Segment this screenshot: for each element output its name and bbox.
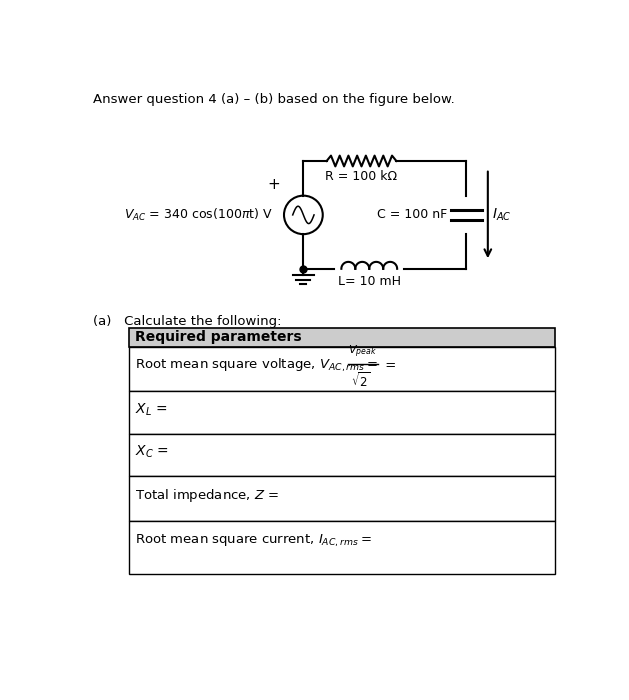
Text: $V_{peak}$: $V_{peak}$ [348, 344, 377, 360]
Text: $V_{AC}$ = 340 cos(100$\pi$t) V: $V_{AC}$ = 340 cos(100$\pi$t) V [124, 207, 272, 223]
Text: +: + [267, 177, 280, 192]
Bar [129, 433, 555, 476]
Text: $I_{AC}$: $I_{AC}$ [493, 206, 512, 223]
Text: C = 100 nF: C = 100 nF [377, 209, 447, 221]
Text: Root mean square current, $I_{AC,rms}$ =: Root mean square current, $I_{AC,rms}$ = [135, 533, 372, 550]
Text: $\sqrt{2}$: $\sqrt{2}$ [350, 371, 370, 390]
Text: Answer question 4 (a) – (b) based on the figure below.: Answer question 4 (a) – (b) based on the… [92, 93, 454, 106]
Text: Total impedance, $Z$ =: Total impedance, $Z$ = [135, 486, 279, 504]
Bar [129, 476, 555, 521]
Text: =: = [381, 359, 396, 372]
Text: L= 10 mH: L= 10 mH [338, 275, 401, 288]
Bar [129, 391, 555, 433]
Text: $X_C$ =: $X_C$ = [135, 444, 169, 460]
Text: $X_L$ =: $X_L$ = [135, 401, 168, 417]
Text: Required parameters: Required parameters [135, 330, 302, 344]
Bar [129, 521, 555, 575]
Bar [129, 328, 555, 346]
Text: (a)   Calculate the following:: (a) Calculate the following: [92, 315, 281, 328]
Text: Root mean square voltage, $V_{AC,rms}$ =: Root mean square voltage, $V_{AC,rms}$ = [135, 357, 380, 374]
Bar [129, 346, 555, 391]
Text: R = 100 kΩ: R = 100 kΩ [325, 170, 398, 183]
